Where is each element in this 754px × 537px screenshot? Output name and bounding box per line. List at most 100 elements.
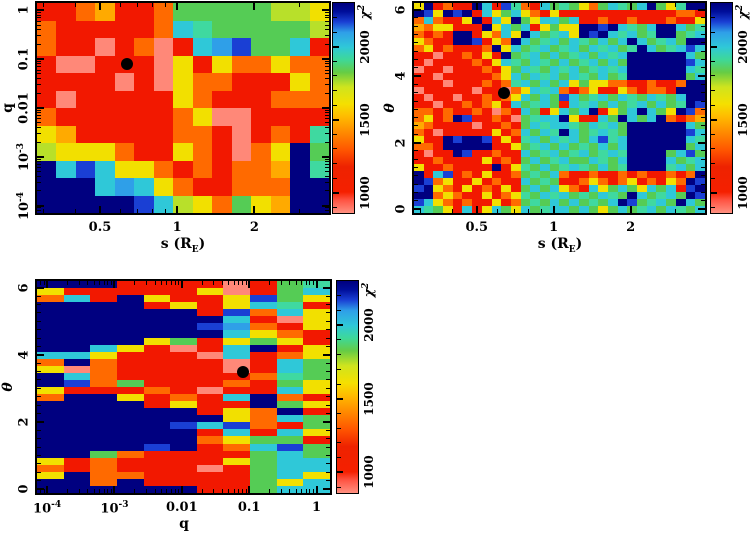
heatmap-cell — [549, 171, 560, 178]
tick-mark — [37, 24, 41, 26]
heatmap-cell — [540, 178, 550, 185]
x-tick-label: 0.5 — [465, 220, 489, 235]
heatmap-cell — [37, 38, 57, 56]
heatmap-cell — [134, 38, 154, 56]
heatmap-cell — [170, 344, 197, 352]
heatmap-cell — [251, 38, 271, 56]
colorbar-label-chi2: χ2 — [735, 5, 751, 20]
heatmap-cell — [223, 316, 251, 324]
heatmap-cell — [134, 143, 154, 161]
tick-mark — [326, 362, 330, 364]
heatmap-cell — [37, 178, 57, 196]
heatmap-cell — [646, 31, 657, 38]
heatmap-cell — [196, 436, 224, 444]
heatmap-cell — [491, 3, 502, 10]
heatmap-cell — [196, 429, 224, 437]
y-tick-label: 0 — [16, 484, 32, 494]
heatmap-cell — [153, 178, 174, 196]
heatmap-cell — [578, 122, 589, 129]
heatmap-cell — [637, 101, 647, 108]
heatmap-cell — [196, 351, 224, 359]
heatmap-cell — [423, 10, 434, 17]
heatmap-cell — [63, 281, 91, 289]
heatmap-cell — [510, 150, 521, 157]
heatmap-cell — [276, 372, 304, 380]
heatmap-cell — [196, 457, 224, 465]
heatmap-cell — [569, 66, 579, 73]
heatmap-cell — [143, 443, 171, 451]
heatmap-cell — [143, 485, 171, 493]
tick-mark — [233, 489, 235, 493]
heatmap-cell — [666, 80, 676, 87]
heatmap-cell — [276, 450, 304, 458]
tick-mark — [326, 387, 330, 389]
heatmap-cell — [192, 160, 213, 178]
heatmap-cell — [75, 125, 96, 143]
tick-mark — [325, 171, 329, 173]
heatmap-cell — [510, 38, 521, 45]
heatmap-cell — [114, 90, 135, 108]
heatmap-cell — [598, 178, 608, 185]
heatmap-cell — [695, 122, 705, 129]
heatmap-cell — [559, 59, 570, 66]
heatmap-cell — [153, 195, 174, 213]
heatmap-cell — [223, 295, 251, 303]
heatmap-cell — [656, 164, 667, 171]
heatmap-cell — [196, 372, 224, 380]
heatmap-cell — [250, 471, 277, 479]
heatmap-cell — [472, 108, 482, 115]
heatmap-cell — [95, 38, 115, 56]
heatmap-cell — [63, 316, 91, 324]
tick-mark — [326, 329, 330, 331]
heatmap-cell — [540, 185, 550, 192]
heatmap-cell — [170, 386, 197, 395]
tick-mark — [325, 161, 329, 163]
heatmap-cell — [452, 115, 463, 122]
heatmap-cell — [559, 73, 570, 80]
heatmap-cell — [675, 185, 686, 192]
tick-mark — [414, 141, 421, 144]
heatmap-cell — [646, 122, 657, 129]
heatmap-cell — [520, 199, 531, 206]
heatmap-cell — [666, 108, 676, 115]
tick-mark — [414, 17, 418, 19]
heatmap-cell — [251, 90, 271, 108]
heatmap-cell — [170, 337, 197, 345]
heatmap-cell — [290, 20, 310, 38]
heatmap-cell — [685, 24, 696, 31]
y-tick-label: 0 — [393, 204, 409, 214]
heatmap-cell — [617, 31, 628, 38]
tick-mark — [414, 183, 418, 185]
heatmap-cell — [143, 471, 171, 479]
y-tick-label: 6 — [16, 283, 32, 293]
heatmap-cell — [627, 80, 638, 87]
heatmap-cell — [491, 122, 502, 129]
heatmap-cell — [481, 115, 492, 122]
heatmap-cell — [443, 59, 453, 66]
heatmap-cell — [617, 192, 628, 199]
y-axis-label-q: q — [0, 103, 16, 113]
heatmap-cell — [685, 192, 696, 199]
heatmap-cell — [462, 3, 473, 10]
heatmap-cell — [540, 10, 550, 17]
heatmap-cell — [303, 330, 330, 338]
heatmap-cell — [114, 195, 135, 213]
y-tick-label: 2 — [16, 417, 32, 427]
heatmap-cell — [443, 101, 453, 108]
heatmap-cell — [37, 386, 64, 395]
tick-mark — [475, 3, 478, 10]
heatmap-cell — [452, 122, 463, 129]
heatmap-cell — [675, 45, 686, 52]
tick-mark — [201, 489, 203, 493]
tick-mark — [711, 133, 715, 135]
heatmap-cell — [37, 372, 64, 380]
tick-mark — [107, 281, 109, 285]
heatmap-cell — [685, 101, 696, 108]
heatmap-cell — [472, 122, 482, 129]
heatmap-cell — [75, 20, 96, 38]
x-tick-label: 10-4 — [33, 500, 62, 517]
heatmap-cell — [491, 164, 502, 171]
heatmap-cell — [143, 330, 171, 338]
heatmap-cell — [675, 87, 686, 94]
tick-mark — [325, 122, 329, 124]
